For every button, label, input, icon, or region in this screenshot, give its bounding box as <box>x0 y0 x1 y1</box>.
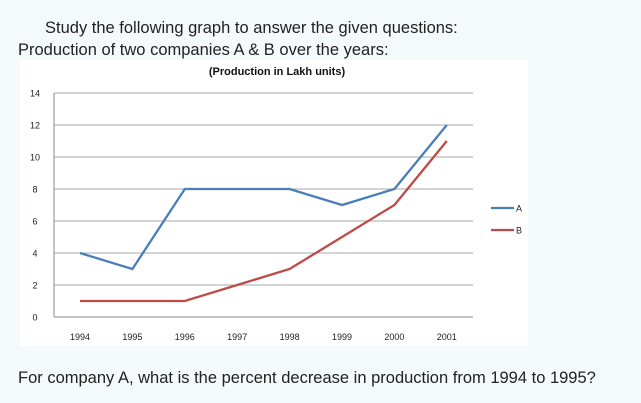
x-tick-label: 1998 <box>280 332 300 342</box>
x-tick-label: 2000 <box>384 332 404 342</box>
heading: Study the following graph to answer the … <box>45 19 458 37</box>
y-tick-label: 10 <box>30 153 40 163</box>
x-tick-label: 1997 <box>227 332 247 342</box>
legend-label-A: A <box>516 204 522 214</box>
x-tick-label: 1995 <box>122 332 142 342</box>
y-tick-label: 8 <box>32 185 37 195</box>
y-tick-label: 0 <box>32 313 37 323</box>
question: For company A, what is the percent decre… <box>18 369 596 387</box>
y-tick-label: 2 <box>32 281 37 291</box>
series-line-A <box>79 124 448 271</box>
y-tick-label: 6 <box>32 217 37 227</box>
chart-title: (Production in Lakh units) <box>209 66 346 78</box>
y-tick-label: 12 <box>30 121 40 131</box>
x-tick-label: 1996 <box>175 332 195 342</box>
y-tick-label: 4 <box>32 249 37 259</box>
subheading: Production of two companies A & B over t… <box>18 41 389 59</box>
series-line-B <box>80 140 448 303</box>
chart-area <box>20 60 528 346</box>
legend-label-B: B <box>516 226 522 236</box>
x-tick-label: 1999 <box>332 332 352 342</box>
x-tick-label: 1994 <box>70 332 90 342</box>
x-tick-label: 2001 <box>437 332 457 342</box>
y-tick-label: 14 <box>30 89 40 99</box>
